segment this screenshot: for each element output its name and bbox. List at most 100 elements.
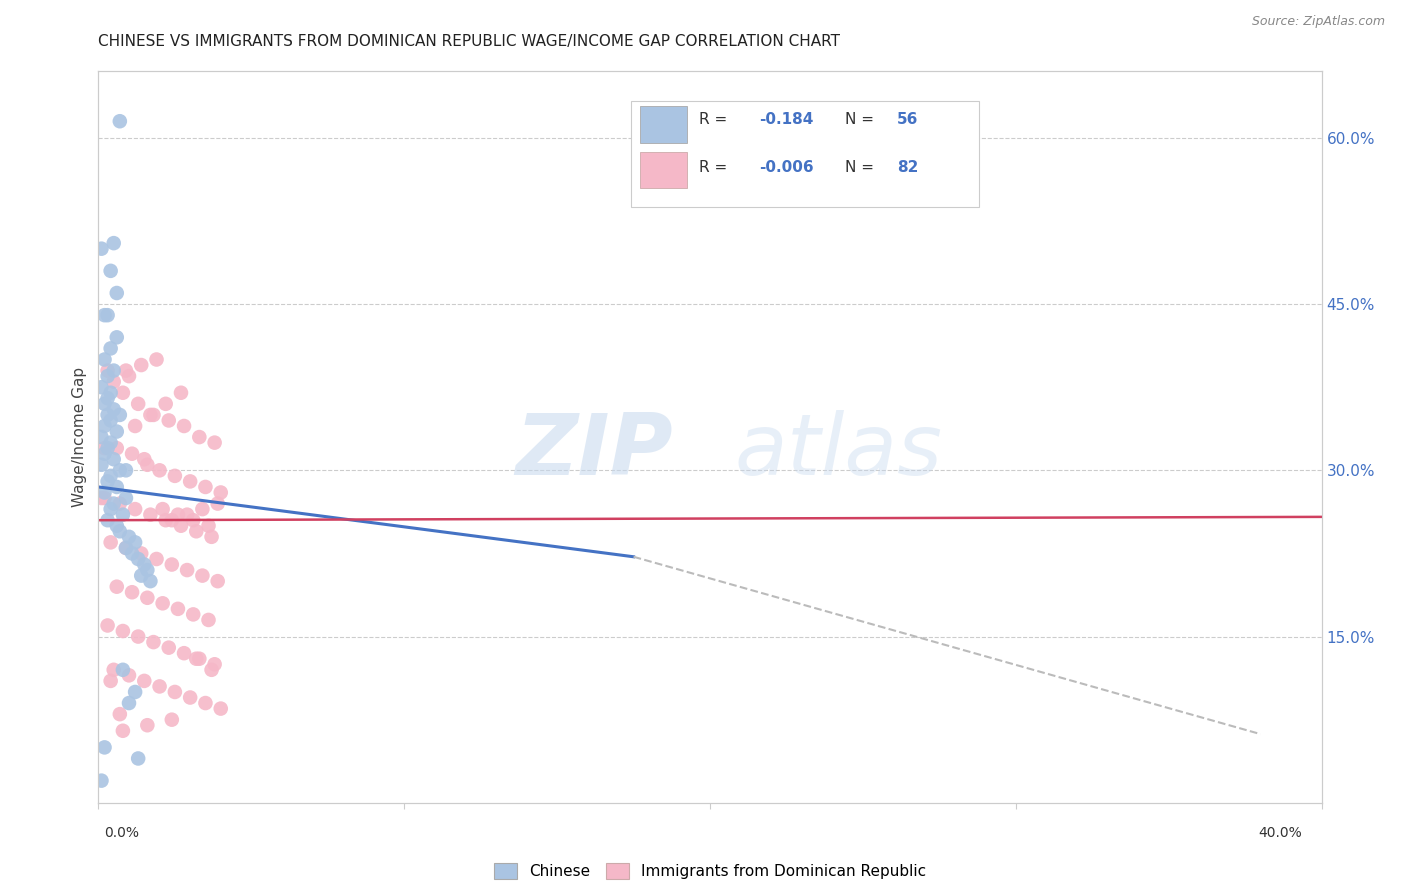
Point xyxy=(127,751,149,765)
Point xyxy=(97,475,120,489)
Point xyxy=(163,468,186,483)
Point xyxy=(103,363,125,377)
Point xyxy=(160,558,183,572)
Point xyxy=(136,718,159,732)
Text: N =: N = xyxy=(845,161,879,176)
Point xyxy=(100,435,122,450)
Point xyxy=(97,618,120,632)
Point xyxy=(97,308,120,322)
Point xyxy=(142,408,165,422)
Point xyxy=(127,397,149,411)
Point xyxy=(97,363,120,377)
Point xyxy=(173,646,195,660)
Point xyxy=(93,397,115,411)
Point xyxy=(124,419,146,434)
Point xyxy=(186,651,208,665)
Point xyxy=(170,518,193,533)
Point xyxy=(103,375,125,389)
Point xyxy=(111,508,134,522)
Point xyxy=(207,497,229,511)
Point xyxy=(129,546,152,560)
Point xyxy=(136,591,159,605)
Point xyxy=(145,352,167,367)
Point xyxy=(204,435,226,450)
Text: -0.184: -0.184 xyxy=(759,112,813,128)
Point xyxy=(149,463,172,477)
Point xyxy=(93,308,115,322)
Point xyxy=(105,330,128,344)
Text: CHINESE VS IMMIGRANTS FROM DOMINICAN REPUBLIC WAGE/INCOME GAP CORRELATION CHART: CHINESE VS IMMIGRANTS FROM DOMINICAN REP… xyxy=(98,34,841,49)
Point xyxy=(103,402,125,417)
Point xyxy=(194,480,217,494)
Text: 56: 56 xyxy=(897,112,918,128)
Point xyxy=(176,508,198,522)
Point xyxy=(115,491,138,505)
Point xyxy=(111,663,134,677)
Point xyxy=(100,413,122,427)
Point xyxy=(93,352,115,367)
Point xyxy=(111,385,134,400)
Point xyxy=(105,518,128,533)
Point xyxy=(118,668,141,682)
Point xyxy=(209,485,232,500)
Point xyxy=(157,640,180,655)
Point xyxy=(127,552,149,566)
Text: Source: ZipAtlas.com: Source: ZipAtlas.com xyxy=(1251,15,1385,28)
Point xyxy=(90,430,112,444)
Point xyxy=(181,607,204,622)
Point xyxy=(100,342,122,356)
Point xyxy=(121,585,143,599)
Point xyxy=(108,408,131,422)
Point xyxy=(167,602,190,616)
Point xyxy=(105,480,128,494)
Point xyxy=(108,463,131,477)
Point xyxy=(105,425,128,439)
Point xyxy=(105,285,128,300)
Point xyxy=(152,596,174,610)
Point xyxy=(200,663,222,677)
Y-axis label: Wage/Income Gap: Wage/Income Gap xyxy=(72,367,87,508)
Point xyxy=(176,563,198,577)
Point xyxy=(108,524,131,539)
Point xyxy=(124,535,146,549)
Point xyxy=(155,397,177,411)
Point xyxy=(100,385,122,400)
Point xyxy=(90,491,112,505)
FancyBboxPatch shape xyxy=(640,152,686,188)
Point xyxy=(93,447,115,461)
Point xyxy=(105,441,128,455)
Point xyxy=(149,680,172,694)
Point xyxy=(139,508,162,522)
Point xyxy=(115,541,138,555)
Point xyxy=(134,452,156,467)
Point xyxy=(160,713,183,727)
Text: R =: R = xyxy=(699,112,733,128)
Point xyxy=(105,580,128,594)
Point xyxy=(179,690,201,705)
Point xyxy=(155,513,177,527)
Point xyxy=(100,264,122,278)
Point xyxy=(115,463,138,477)
Point xyxy=(111,624,134,638)
Point xyxy=(97,369,120,384)
FancyBboxPatch shape xyxy=(640,106,686,143)
Point xyxy=(108,707,131,722)
Point xyxy=(111,723,134,738)
Point xyxy=(90,773,112,788)
Point xyxy=(103,452,125,467)
Point xyxy=(93,419,115,434)
Point xyxy=(97,441,120,455)
Point xyxy=(209,701,232,715)
Point xyxy=(188,430,211,444)
Text: 0.0%: 0.0% xyxy=(104,826,139,839)
Point xyxy=(129,358,152,372)
Point xyxy=(152,502,174,516)
Point xyxy=(124,685,146,699)
Point xyxy=(115,363,138,377)
Point xyxy=(194,696,217,710)
Point xyxy=(115,541,138,555)
Point xyxy=(93,485,115,500)
Point xyxy=(191,568,214,582)
Point xyxy=(118,530,141,544)
Point xyxy=(134,558,156,572)
